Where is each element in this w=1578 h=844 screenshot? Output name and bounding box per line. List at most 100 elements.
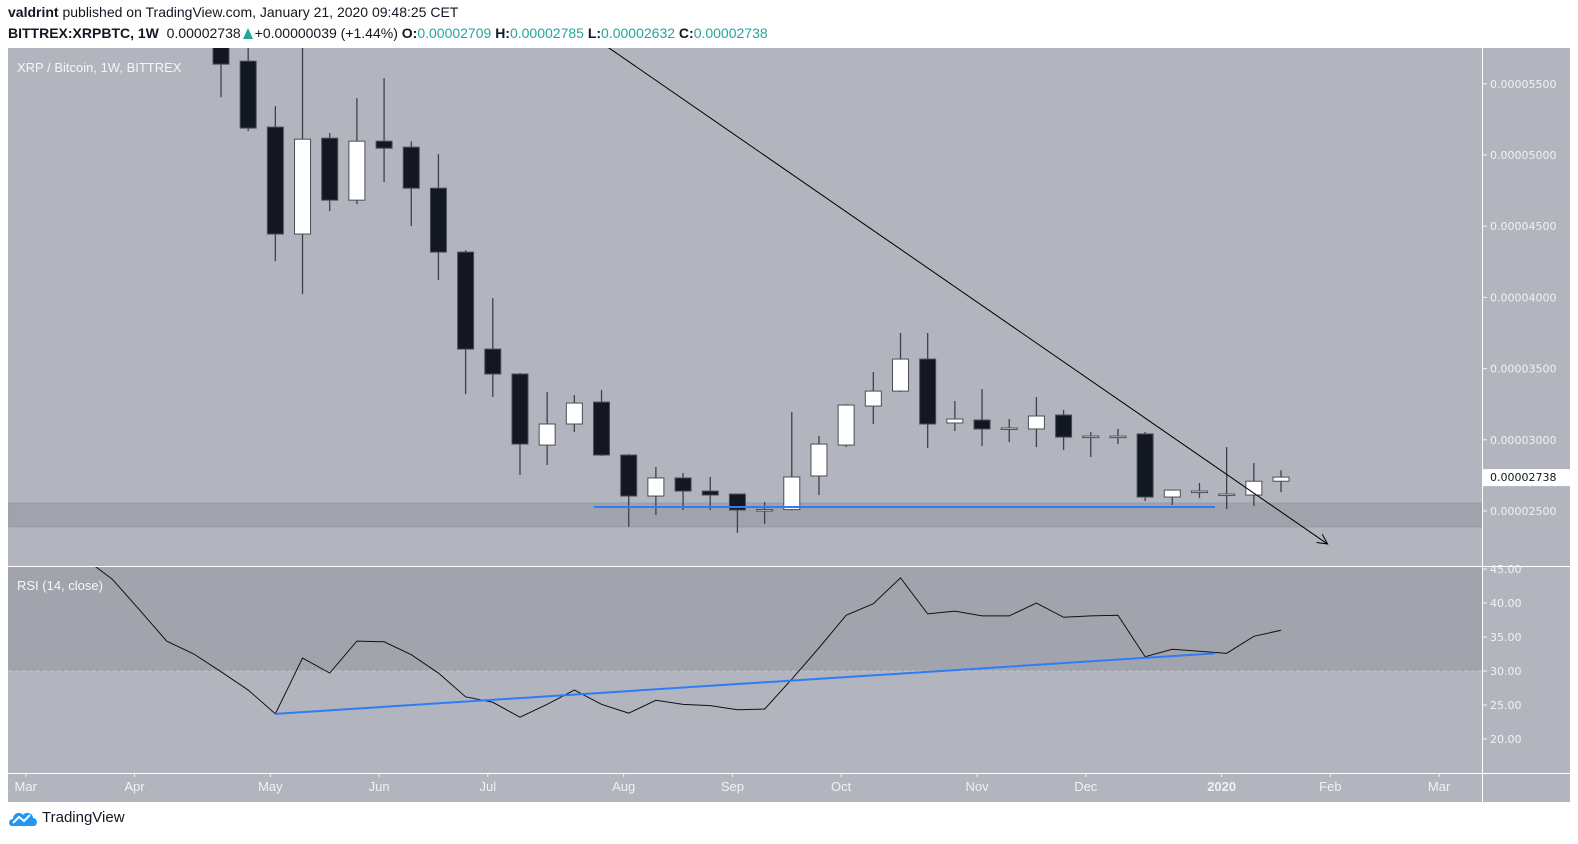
candle-body (375, 140, 393, 149)
candle[interactable] (1027, 397, 1045, 448)
candle-body (647, 477, 665, 497)
candle[interactable] (239, 40, 257, 132)
rsi-tick-label: 20.00 (1490, 733, 1522, 746)
candle[interactable] (1190, 482, 1208, 499)
candle-body (1027, 415, 1045, 430)
candle-body (212, 48, 230, 65)
publish-info: valdrint published on TradingView.com, J… (8, 4, 458, 20)
candle-body (756, 509, 774, 512)
last-price-label: 0.00002738 (1490, 471, 1556, 484)
candle[interactable] (266, 106, 284, 262)
candle[interactable] (538, 392, 556, 466)
price-tick-label: 0.00005000 (1490, 149, 1556, 162)
high-value: 0.00002785 (509, 25, 584, 41)
candle-body (1272, 476, 1290, 482)
candle[interactable] (864, 372, 882, 424)
axes: 0.00005500 0.00005000 0.00004500 0.00004000… (15, 78, 1570, 794)
candle-body (348, 140, 366, 201)
candle-body (837, 404, 855, 446)
time-tick-label: May (258, 779, 283, 794)
symbol-info-bar: BITTREX:XRPBTC, 1W 0.00002738 +0.00000039… (8, 25, 768, 41)
time-tick-label: 2020 (1207, 779, 1236, 794)
arrowhead-icon (1316, 534, 1329, 545)
candle[interactable] (837, 404, 855, 448)
candle[interactable] (593, 390, 611, 457)
candle[interactable] (1218, 447, 1236, 510)
candle[interactable] (1109, 428, 1127, 445)
candle-body (593, 401, 611, 456)
candle[interactable] (429, 154, 447, 281)
candle[interactable] (1163, 489, 1181, 506)
candle[interactable] (511, 373, 529, 475)
candle[interactable] (321, 133, 339, 212)
candle-body (1082, 435, 1100, 439)
rsi-tick-label: 45.00 (1490, 563, 1522, 576)
price-pane-legend[interactable]: XRP / Bitcoin, 1W, BITTREX (17, 60, 182, 75)
candle-body (892, 358, 909, 392)
time-tick-label: Mar (15, 779, 38, 794)
low-value: 0.00002632 (601, 25, 676, 41)
candle[interactable] (484, 298, 502, 398)
rsi-trend-line[interactable] (275, 652, 1216, 715)
candle[interactable] (294, 27, 312, 295)
candle[interactable] (1082, 431, 1100, 458)
downtrend-line[interactable] (576, 25, 1328, 545)
last-price-marker (1483, 469, 1570, 487)
rsi-pane[interactable] (8, 399, 1482, 718)
candle[interactable] (212, 20, 230, 98)
candle[interactable] (1000, 419, 1018, 443)
candle[interactable] (620, 454, 638, 527)
candle-body (1136, 433, 1154, 498)
price-tick-label: 0.00005500 (1490, 78, 1556, 91)
time-tick-label: Sep (721, 779, 744, 794)
candle[interactable] (402, 141, 420, 227)
rsi-pane-legend[interactable]: RSI (14, close) (17, 578, 103, 593)
candle[interactable] (1272, 470, 1290, 493)
time-tick-label: Jul (479, 779, 496, 794)
candle[interactable] (701, 476, 719, 511)
candle[interactable] (565, 395, 583, 432)
price-tick-label: 0.00003500 (1490, 363, 1556, 376)
brand-name[interactable]: TradingView (42, 808, 125, 826)
rsi-line[interactable] (85, 559, 1282, 718)
low-label: L: (587, 25, 602, 41)
candle-body (946, 418, 964, 424)
author-name[interactable]: valdrint (8, 4, 59, 20)
candle[interactable] (457, 250, 475, 395)
candle-body (1218, 493, 1236, 497)
time-tick-label: Nov (965, 779, 989, 794)
candle-body (919, 358, 937, 425)
price-pane[interactable] (8, 20, 1482, 545)
time-tick-label: Jun (369, 779, 390, 794)
time-tick-label: Feb (1319, 779, 1341, 794)
candle-body (1190, 490, 1208, 494)
candle[interactable] (348, 98, 366, 205)
candle[interactable] (1055, 410, 1073, 451)
tradingview-cloud-icon (9, 812, 37, 826)
high-label: H: (495, 25, 510, 41)
candle[interactable] (810, 435, 828, 496)
candle-body (294, 138, 312, 235)
candle[interactable] (756, 502, 774, 524)
price-tick-label: 0.00002500 (1490, 505, 1556, 518)
candle-body (1163, 489, 1181, 498)
candle-body (538, 423, 556, 446)
time-tick-label: Apr (124, 779, 145, 794)
candle[interactable] (375, 78, 393, 183)
candle-body (565, 402, 583, 425)
candle[interactable] (919, 333, 937, 449)
candle-body (484, 348, 502, 375)
candle[interactable] (674, 472, 692, 511)
close-label: C: (678, 25, 694, 41)
candle[interactable] (973, 389, 991, 447)
candle[interactable] (1136, 431, 1154, 502)
candle[interactable] (892, 333, 909, 393)
candle-body (1055, 414, 1073, 438)
time-tick-label: Aug (612, 779, 635, 794)
time-tick-label: Mar (1428, 779, 1451, 794)
price-tick-label: 0.00003000 (1490, 434, 1556, 447)
candle-body (266, 126, 284, 235)
candle[interactable] (783, 412, 801, 511)
candle[interactable] (946, 401, 964, 431)
